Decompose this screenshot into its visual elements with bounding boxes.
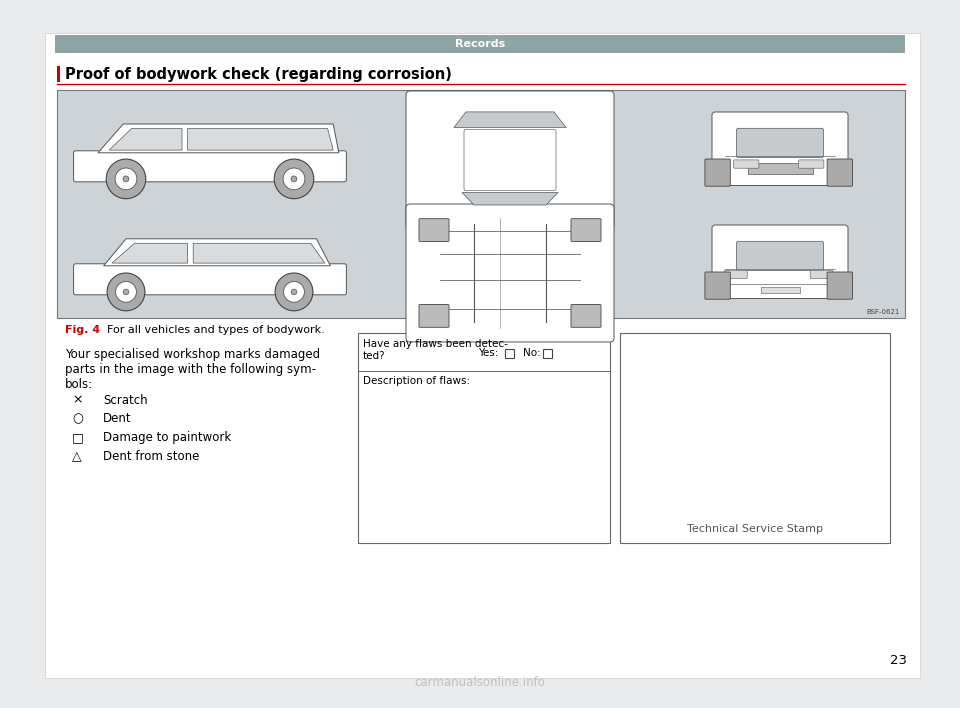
Polygon shape — [187, 128, 333, 150]
Text: Scratch: Scratch — [103, 394, 148, 406]
Polygon shape — [112, 244, 187, 263]
FancyBboxPatch shape — [571, 219, 601, 241]
Text: No:: No: — [523, 348, 540, 358]
Polygon shape — [193, 244, 324, 263]
Bar — [57, 66, 60, 82]
FancyBboxPatch shape — [74, 264, 347, 295]
Circle shape — [291, 176, 297, 182]
Text: ted?: ted? — [363, 351, 386, 361]
Text: Records: Records — [455, 39, 505, 49]
Polygon shape — [462, 193, 558, 205]
Bar — [505, 349, 514, 358]
FancyBboxPatch shape — [419, 304, 449, 327]
Text: 23: 23 — [890, 653, 907, 666]
FancyBboxPatch shape — [406, 91, 614, 229]
Text: △: △ — [72, 450, 82, 464]
Circle shape — [108, 273, 145, 311]
FancyBboxPatch shape — [810, 270, 833, 278]
Text: For all vehicles and types of bodywork.: For all vehicles and types of bodywork. — [100, 325, 324, 335]
FancyBboxPatch shape — [464, 130, 556, 190]
Circle shape — [275, 159, 314, 199]
Circle shape — [123, 289, 129, 295]
Polygon shape — [109, 128, 182, 150]
Circle shape — [115, 168, 137, 190]
FancyBboxPatch shape — [419, 219, 449, 241]
Circle shape — [107, 159, 146, 199]
Circle shape — [283, 168, 305, 190]
Bar — [748, 163, 812, 173]
FancyBboxPatch shape — [828, 272, 852, 299]
Text: Description of flaws:: Description of flaws: — [363, 376, 470, 386]
FancyBboxPatch shape — [736, 241, 824, 270]
Bar — [358, 333, 610, 543]
FancyBboxPatch shape — [571, 304, 601, 327]
Circle shape — [291, 289, 297, 295]
Bar — [543, 349, 552, 358]
Text: Dent: Dent — [103, 413, 132, 426]
FancyBboxPatch shape — [406, 204, 614, 342]
Bar — [760, 287, 800, 293]
FancyBboxPatch shape — [705, 272, 731, 299]
Text: parts in the image with the following sym-: parts in the image with the following sy… — [65, 363, 316, 376]
Bar — [55, 35, 905, 53]
Bar — [620, 333, 890, 543]
Text: Have any flaws been detec-: Have any flaws been detec- — [363, 339, 508, 349]
Circle shape — [276, 273, 313, 311]
Bar — [57, 90, 905, 318]
FancyBboxPatch shape — [712, 112, 848, 185]
Polygon shape — [98, 124, 339, 153]
FancyBboxPatch shape — [736, 128, 824, 157]
Text: ×: × — [72, 394, 83, 406]
Text: Dent from stone: Dent from stone — [103, 450, 200, 464]
Text: Your specialised workshop marks damaged: Your specialised workshop marks damaged — [65, 348, 320, 361]
FancyBboxPatch shape — [74, 151, 347, 182]
Circle shape — [283, 282, 304, 302]
FancyBboxPatch shape — [799, 160, 824, 169]
Text: bols:: bols: — [65, 378, 93, 391]
FancyBboxPatch shape — [828, 159, 852, 186]
Text: carmanualsonline.info: carmanualsonline.info — [415, 677, 545, 690]
Text: Proof of bodywork check (regarding corrosion): Proof of bodywork check (regarding corro… — [65, 67, 452, 83]
Text: ○: ○ — [72, 413, 83, 426]
FancyBboxPatch shape — [705, 159, 731, 186]
Circle shape — [123, 176, 129, 182]
Polygon shape — [104, 239, 330, 266]
FancyBboxPatch shape — [725, 270, 747, 278]
FancyBboxPatch shape — [712, 225, 848, 299]
Text: Yes:: Yes: — [478, 348, 498, 358]
Polygon shape — [454, 112, 566, 127]
Text: Fig. 4: Fig. 4 — [65, 325, 100, 335]
Text: BSF-0621: BSF-0621 — [867, 309, 900, 315]
FancyBboxPatch shape — [733, 160, 759, 169]
Text: □: □ — [72, 431, 84, 445]
Circle shape — [115, 282, 136, 302]
Text: Technical Service Stamp: Technical Service Stamp — [687, 524, 823, 534]
Text: Damage to paintwork: Damage to paintwork — [103, 431, 231, 445]
